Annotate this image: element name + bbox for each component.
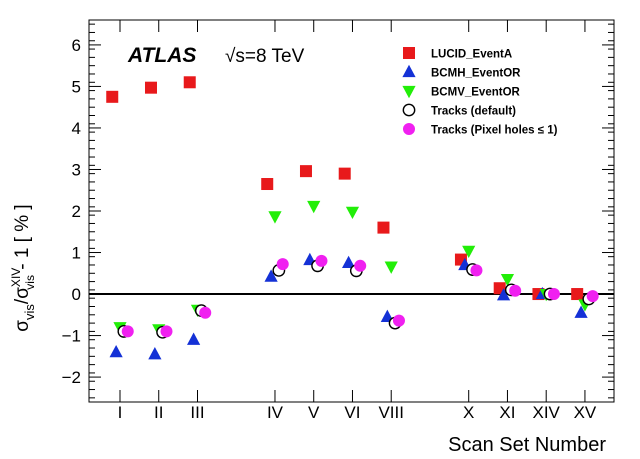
x-tick-label: XV [574, 403, 597, 422]
data-point [121, 325, 134, 338]
y-tick-label: 5 [72, 77, 81, 96]
x-tick-label: IV [267, 403, 284, 422]
y-axis-title: σvis/σXIVvis - 1 [ % ] [9, 204, 37, 331]
x-axis-title: Scan Set Number [448, 434, 606, 456]
data-point [160, 325, 173, 338]
y-tick-label: 0 [72, 285, 81, 304]
legend-marker [402, 103, 416, 117]
data-point [586, 290, 599, 303]
data-point [341, 255, 356, 269]
y-tick-label: 2 [72, 202, 81, 221]
legend-marker [403, 47, 415, 59]
legend-label: Tracks (default) [431, 106, 516, 118]
data-point [276, 258, 289, 271]
legend-marker [402, 85, 416, 99]
data-point [261, 178, 274, 191]
data-point [268, 211, 282, 224]
data-point [148, 347, 162, 360]
data-point [392, 314, 405, 327]
y-tick-label: 3 [72, 160, 81, 179]
series-bcmh-eventor [109, 252, 588, 360]
x-tick-label: X [463, 403, 474, 422]
y-tick-label: −1 [62, 327, 81, 346]
data-point [183, 76, 196, 89]
experiment-label: ATLAS [127, 44, 196, 67]
data-point [462, 245, 476, 259]
data-point [496, 288, 511, 301]
data-point [377, 221, 390, 234]
data-point [315, 254, 328, 267]
data-point [109, 344, 123, 358]
legend-label: Tracks (Pixel holes ≤ 1) [431, 125, 558, 137]
y-tick-label: 4 [72, 119, 81, 138]
data-point [264, 269, 278, 282]
x-tick-label: XI [499, 403, 515, 422]
x-tick-label: I [118, 403, 123, 422]
data-point [354, 259, 367, 272]
series-lucid-eventa [106, 76, 584, 301]
data-point [500, 273, 515, 287]
data-point [199, 306, 212, 319]
legend-label: BCMH_EventOR [431, 68, 521, 80]
data-point [307, 200, 321, 214]
series-tracks-default- [117, 259, 596, 339]
legend-label: LUCID_EventA [431, 49, 512, 61]
data-point [574, 305, 588, 318]
y-tick-label: 6 [72, 36, 81, 55]
legend: LUCID_EventA BCMH_EventOR BCMV_EventOR Trac… [402, 47, 558, 137]
data-point [470, 264, 483, 277]
series-tracks-pixel-holes-1- [121, 254, 599, 338]
data-point [384, 261, 398, 274]
data-point [571, 288, 584, 301]
data-point [547, 288, 560, 301]
legend-marker [402, 64, 416, 78]
x-tick-label: II [154, 403, 163, 422]
data-point [509, 284, 522, 297]
data-point [338, 167, 351, 180]
y-tick-label: −2 [62, 368, 81, 387]
data-point [187, 332, 201, 345]
data-point [106, 90, 119, 103]
energy-label: √s=8 TeV [225, 46, 305, 67]
data-point [345, 206, 360, 220]
legend-marker [403, 123, 415, 135]
x-tick-label: VIII [378, 403, 404, 422]
svg-text:σvis/σXIVvis - 1 [ % ]: σvis/σXIVvis - 1 [ % ] [9, 204, 37, 331]
x-tick-label: III [190, 403, 204, 422]
x-tick-label: VI [344, 403, 360, 422]
data-point [144, 81, 157, 94]
y-tick-label: 1 [72, 244, 81, 263]
x-tick-label: XIV [532, 403, 560, 422]
legend-label: BCMV_EventOR [431, 87, 521, 99]
data-markers [106, 76, 599, 360]
data-point [299, 165, 312, 178]
x-tick-label: V [308, 403, 320, 422]
